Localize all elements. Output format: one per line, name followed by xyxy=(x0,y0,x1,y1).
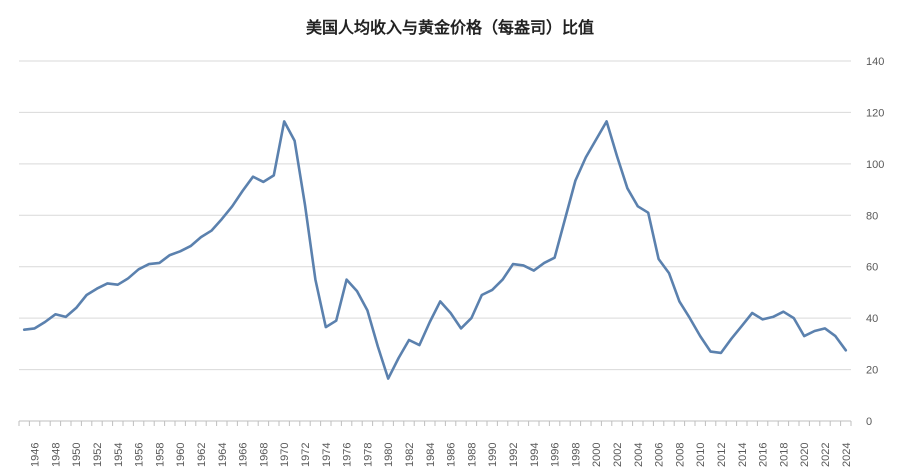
series-line xyxy=(22,120,848,380)
x-tick-label: 1990 xyxy=(487,443,499,467)
x-tick-label: 2006 xyxy=(654,443,666,467)
x-tick-label: 1996 xyxy=(550,443,562,467)
x-tick-label: 1946 xyxy=(30,443,42,467)
x-tick-label: 1956 xyxy=(134,443,146,467)
x-tick-label: 1954 xyxy=(113,443,125,467)
x-tick-label: 1970 xyxy=(279,443,291,467)
x-tick-label: 1950 xyxy=(71,443,83,467)
y-tick-label: 120 xyxy=(866,107,884,119)
x-tick-label: 1980 xyxy=(383,443,395,467)
x-tick-label: 1976 xyxy=(342,443,354,467)
y-tick-label: 140 xyxy=(866,56,884,68)
x-tick-label: 2008 xyxy=(674,443,686,467)
x-tick-label: 1952 xyxy=(92,443,104,467)
x-tick-label: 2020 xyxy=(799,443,811,467)
x-tick-label: 1948 xyxy=(50,443,62,467)
x-tick-label: 2004 xyxy=(633,443,645,467)
x-tick-label: 1988 xyxy=(466,443,478,467)
y-tick-label: 60 xyxy=(866,262,878,274)
y-tick-label: 100 xyxy=(866,159,884,171)
x-tick-label: 1964 xyxy=(217,443,229,467)
x-tick-label: 2012 xyxy=(716,443,728,467)
x-tick-label: 1992 xyxy=(508,443,520,467)
x-tick-label: 1982 xyxy=(404,443,416,467)
x-tick-label: 1984 xyxy=(425,443,437,467)
chart-title: 美国人均收入与黄金价格（每盎司）比值 xyxy=(305,18,594,37)
y-tick-label: 0 xyxy=(866,416,872,428)
x-tick-label: 2024 xyxy=(841,443,853,467)
x-tick-label: 1968 xyxy=(258,443,270,467)
x-tick-label: 1998 xyxy=(570,443,582,467)
x-tick-label: 1966 xyxy=(238,443,250,467)
x-tick-label: 2010 xyxy=(695,443,707,467)
y-tick-label: 80 xyxy=(866,210,878,222)
y-tick-label: 40 xyxy=(866,313,878,325)
x-tick-label: 2002 xyxy=(612,443,624,467)
x-tick-label: 1974 xyxy=(321,443,333,467)
x-tick-label: 1958 xyxy=(154,443,166,467)
x-tick-label: 2022 xyxy=(820,443,832,467)
x-tick-label: 1972 xyxy=(300,443,312,467)
x-tick-label: 2000 xyxy=(591,443,603,467)
x-tick-label: 1978 xyxy=(362,443,374,467)
x-tick-label: 1994 xyxy=(529,443,541,467)
x-tick-label: 1986 xyxy=(446,443,458,467)
x-tick-label: 2014 xyxy=(737,443,749,467)
y-tick-label: 20 xyxy=(866,365,878,377)
x-tick-label: 1962 xyxy=(196,443,208,467)
x-tick-label: 2018 xyxy=(778,443,790,467)
x-tick-label: 2016 xyxy=(758,443,770,467)
x-tick-label: 1960 xyxy=(175,443,187,467)
